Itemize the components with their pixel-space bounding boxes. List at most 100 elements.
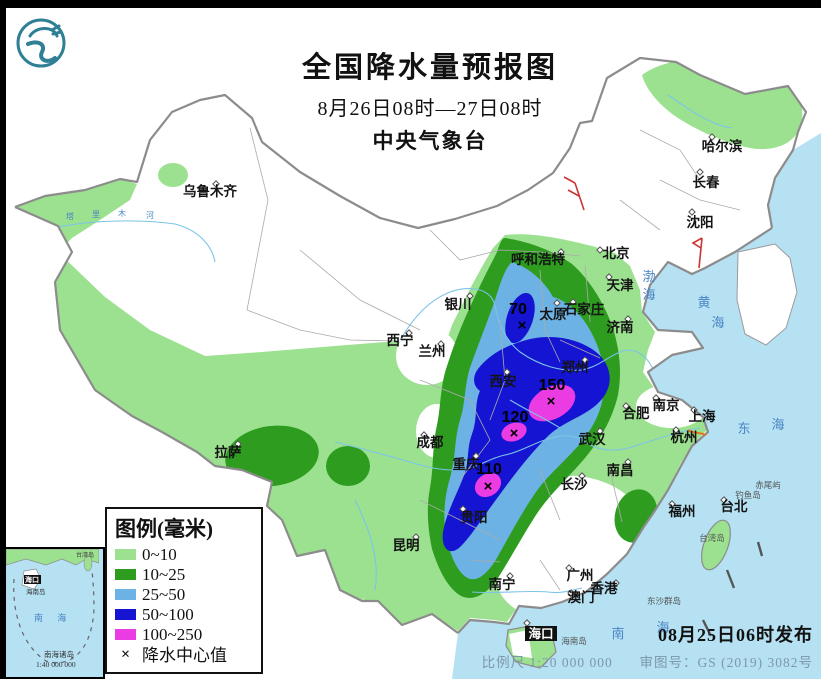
precip-center-value: 110: [476, 461, 502, 478]
inset-haikou-label: 海口: [25, 575, 39, 584]
city-label: 西安: [490, 373, 517, 389]
flag-symbol-icon: [691, 237, 703, 269]
city-label: 北京: [603, 245, 630, 261]
map-scale-and-approval: 比例尺 1:20 000 000 审图号：GS (2019) 3082号: [482, 651, 813, 671]
city-label: 天津: [607, 277, 635, 293]
agency-name: 中央气象台: [372, 129, 488, 153]
sea-labels: 渤海黄海东 海南海: [611, 269, 784, 641]
river-name-label: 木: [118, 208, 126, 218]
city-label: 兰州: [419, 343, 446, 359]
sea-name-label: 海: [771, 417, 784, 432]
island-name-label: 赤尾屿: [755, 480, 781, 490]
city-marker: [624, 315, 632, 323]
approval-number: 审图号：GS (2019) 3082号: [639, 655, 813, 670]
precip-center-x-mark: ×: [510, 425, 519, 442]
city-marker: [523, 619, 531, 627]
city-label: 银川: [445, 296, 472, 312]
precip-area-100-250: [474, 384, 576, 498]
city-label: 澳门: [568, 589, 595, 605]
page-title: 全国降水量预报图: [301, 52, 558, 84]
city-marker: [720, 496, 728, 504]
city-marker: [567, 589, 575, 597]
publish-time: 08月25日06时发布: [658, 625, 813, 645]
city-marker: [412, 533, 420, 541]
city-label: 昆明: [393, 538, 420, 553]
city-marker: [622, 402, 630, 410]
city-marker: [581, 356, 589, 364]
sea-name-label: 东: [737, 421, 750, 436]
city-marker: [652, 394, 660, 402]
inset-hainan-label: 海南岛: [26, 587, 46, 596]
city-marker: [459, 505, 467, 513]
inset-sea-label: 南 海: [34, 612, 72, 623]
legend-range-label: 10~25: [142, 565, 186, 584]
front-line-icon: [687, 429, 707, 436]
precip-center-value: 150: [539, 377, 566, 394]
inset-name-label: 南海诸岛: [44, 649, 74, 659]
precip-center-value: 120: [502, 409, 529, 426]
title-block: 全国降水量预报图 8月26日08时—27日08时 中央气象台: [250, 44, 610, 155]
city-label: 海口: [528, 626, 553, 641]
legend-item: 50~100: [115, 606, 255, 623]
city-label: 郑州: [562, 359, 589, 375]
legend-range-label: 100~250: [142, 625, 203, 644]
legend-center-note: × 降水中心值: [115, 646, 255, 664]
city-marker: [688, 208, 696, 216]
inset-taiwan-label: 台湾岛: [76, 551, 94, 559]
city-label: 南昌: [607, 462, 634, 478]
city-label: 沈阳: [687, 214, 714, 230]
city-marker: [437, 340, 445, 348]
cma-logo: [16, 18, 66, 68]
city-marker: [578, 472, 586, 480]
precip-center-symbol: ×: [120, 646, 131, 663]
city-label: 长春: [693, 174, 721, 190]
city-marker: [405, 329, 413, 337]
china-border-line: [14, 56, 808, 634]
city-label: 合肥: [623, 405, 651, 421]
city-label: 武汉: [579, 431, 607, 447]
city-marker: [212, 180, 220, 188]
city-marker: [506, 572, 514, 580]
inset-scale-label: 1:40 000 000: [36, 660, 76, 669]
city-marker: [472, 452, 480, 460]
city-label: 南宁: [489, 576, 516, 592]
province-borders: [246, 127, 741, 591]
sea-name-label: 海: [642, 287, 655, 302]
legend-swatch: [115, 629, 136, 640]
city-marker: [503, 368, 511, 376]
legend-range-label: 0~10: [142, 545, 177, 564]
city-label: 哈尔滨: [702, 138, 743, 154]
city-marker: [596, 246, 604, 254]
river-name-label: 里: [92, 210, 100, 219]
city-marker: [624, 458, 632, 466]
city-marker: [612, 579, 620, 587]
city-marker: [672, 426, 680, 434]
city-label: 香港: [590, 580, 619, 596]
legend-item: 10~25: [115, 566, 255, 583]
sea-name-label: 黄: [697, 295, 710, 310]
frame-top-bar: [0, 0, 821, 8]
sea-name-label: 南: [611, 626, 624, 641]
precip-center-x-mark: ×: [518, 317, 527, 334]
city-marker: [569, 298, 577, 306]
city-label: 广州: [567, 567, 594, 583]
city-marker: [234, 440, 242, 448]
inset-dash-line: [13, 570, 95, 664]
precip-center-label: 降水中心值: [142, 645, 227, 665]
precip-center-x-mark: ×: [547, 393, 556, 410]
river-name-label: 塔: [66, 211, 74, 221]
korea-landmass: [736, 243, 798, 346]
city-marker: [557, 248, 565, 256]
sea-name-label: 海: [711, 315, 724, 330]
city-label: 杭州: [671, 429, 698, 445]
forecast-date-range: 8月26日08时—27日08时: [317, 98, 543, 120]
city-label: 上海: [689, 408, 717, 424]
city-marker: [668, 500, 676, 508]
legend: 图例(毫米) 0~10 10~25 25~50 50~100 100~250 × 降水中…: [105, 507, 263, 674]
city-label: 贵阳: [461, 509, 488, 525]
city-label: 拉萨: [215, 444, 242, 460]
precip-center-values: 70×150×120×110×: [476, 301, 565, 495]
